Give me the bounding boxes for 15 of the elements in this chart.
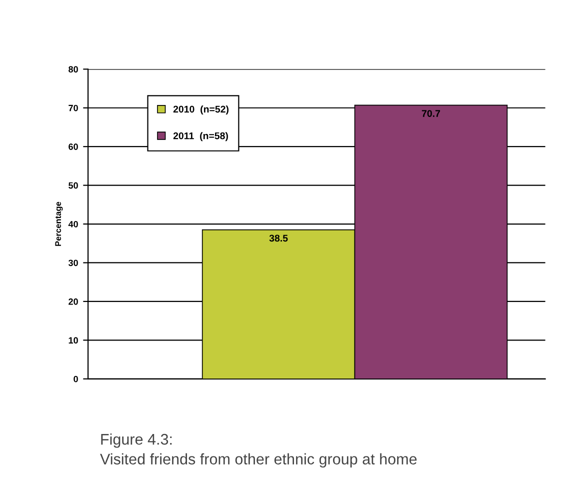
legend-label: 2010 (n=52) — [173, 105, 228, 115]
y-axis-title: Percentage — [55, 202, 63, 246]
y-tick-label: 20 — [68, 298, 78, 305]
data-label: 70.7 — [422, 110, 440, 117]
y-tick-label: 70 — [68, 104, 78, 112]
legend-label: 2011 (n=58) — [173, 132, 228, 142]
y-tick-label: 40 — [68, 220, 78, 228]
y-tick-label: 0 — [74, 376, 78, 382]
y-tick-label: 60 — [68, 144, 78, 150]
y-tick-label: 50 — [68, 182, 78, 189]
caption: Figure 4.3: Visited friends from other ethnic group at home — [100, 434, 417, 468]
y-tick-label: 10 — [68, 337, 78, 344]
y-tick-label: 30 — [68, 260, 78, 266]
y-tick-label: 80 — [68, 66, 78, 73]
data-label: 38.5 — [269, 234, 288, 242]
